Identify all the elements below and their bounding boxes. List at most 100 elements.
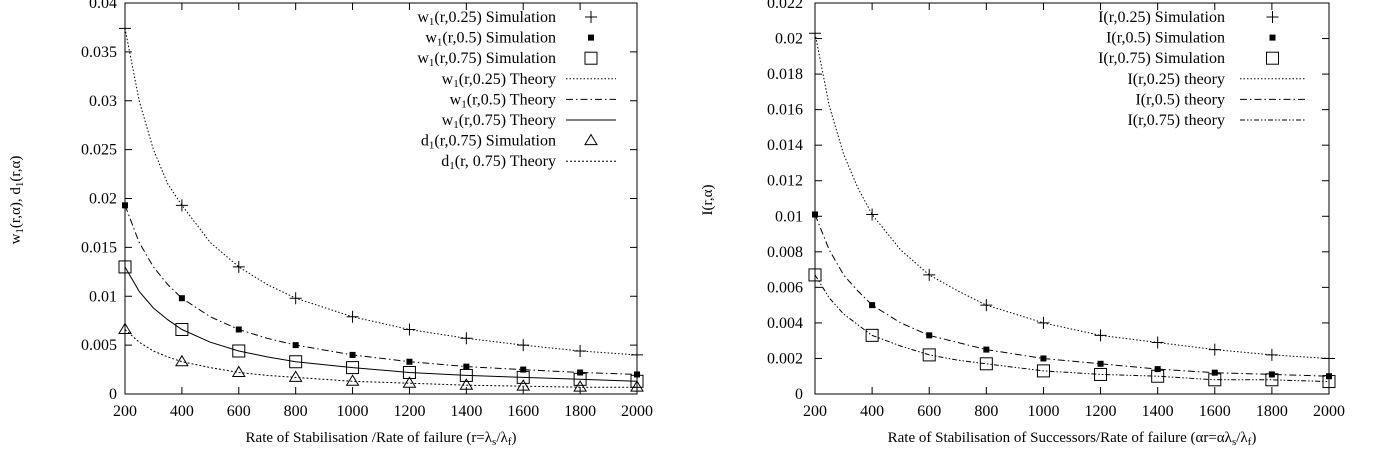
text-part: (r,α), d	[8, 187, 24, 228]
subscript: 1	[14, 182, 26, 188]
x-tick-label: 1800	[1256, 403, 1288, 420]
legend-label: I(r,0.5) Simulation	[1106, 30, 1225, 47]
subscript: 1	[429, 139, 435, 151]
text-part: d	[441, 153, 449, 170]
data-point	[520, 366, 527, 373]
legend-label: I(r,0.75) Simulation	[1098, 50, 1225, 67]
x-axis-label: Rate of Stabilisation of Successors/Rate…	[888, 430, 1257, 448]
data-point	[288, 370, 303, 382]
series-3	[124, 28, 638, 356]
x-tick-label: 400	[170, 403, 194, 420]
data-point	[573, 380, 587, 392]
data-point	[516, 379, 531, 391]
data-point	[630, 380, 644, 392]
data-point	[402, 376, 417, 388]
plot-frame	[124, 2, 638, 395]
y-tick-label: 0.006	[767, 279, 803, 296]
text-part: )	[511, 430, 516, 446]
data-point	[403, 323, 416, 336]
data-point	[175, 354, 189, 367]
subscript: s	[492, 436, 496, 448]
text-part: /λ	[1236, 430, 1248, 446]
subscript: 1	[449, 160, 455, 172]
x-tick-label: 1400	[1142, 403, 1174, 420]
text-part: (r, 0.75) Theory	[455, 153, 556, 170]
series-line	[124, 329, 637, 388]
subscript: f	[508, 436, 512, 448]
text-part: w	[442, 71, 454, 88]
legend-label: I(r,0.25) theory	[1127, 71, 1225, 88]
data-point	[869, 302, 876, 309]
series-line	[124, 266, 638, 382]
data-point	[459, 378, 474, 390]
x-tick-label: 1200	[393, 403, 425, 420]
y-tick-label: 0.035	[81, 44, 117, 61]
data-point	[232, 344, 246, 358]
legend-label: I(r,0.5) theory	[1135, 91, 1225, 108]
text-part: w	[417, 9, 429, 26]
y-tick-label: 0.005	[81, 337, 117, 354]
x-tick-label: 800	[284, 403, 308, 420]
x-tick-label: 1400	[450, 403, 482, 420]
subscript: f	[1248, 436, 1252, 448]
series-2	[118, 260, 644, 388]
data-point	[812, 211, 818, 218]
data-point	[577, 369, 584, 376]
data-point	[1211, 369, 1218, 376]
series-4	[814, 214, 1330, 377]
x-tick-label: 600	[917, 403, 941, 420]
x-tick-label: 2000	[621, 403, 653, 420]
data-point	[289, 355, 303, 369]
text-part: (r,0.75) Theory	[459, 112, 556, 129]
y-tick-label: 0.008	[767, 244, 803, 261]
legend-label: d1(r, 0.75) Theory	[441, 153, 556, 172]
series-line	[124, 205, 638, 375]
y-tick-label: 0.022	[767, 0, 803, 12]
y-tick-label: 0.02	[89, 191, 117, 208]
y-axis-label: I(r,α)	[700, 185, 716, 216]
subscript: 1	[429, 16, 435, 28]
text-part: I(r,0.25) Simulation	[1098, 9, 1225, 26]
legend-label: w1(r,0.5) Theory	[450, 91, 556, 110]
series-7	[124, 329, 637, 388]
text-part: Rate of Stabilisation of Successors/Rate…	[888, 430, 1233, 446]
text-part: /λ	[496, 430, 508, 446]
data-point	[1154, 366, 1161, 373]
text-part: I(r,0.75) Simulation	[1098, 50, 1225, 67]
x-axis-label: Rate of Stabilisation /Rate of failure (…	[246, 430, 517, 448]
series-0	[809, 27, 1335, 365]
y-tick-label: 0.015	[81, 239, 117, 256]
text-part: (r,α)	[8, 156, 24, 182]
text-part: w	[442, 112, 454, 129]
text-part: I(r,α)	[700, 185, 716, 216]
series-5	[814, 274, 1330, 383]
data-point	[1097, 360, 1104, 367]
text-part: w	[450, 91, 462, 108]
series-3	[814, 33, 1330, 359]
data-point	[866, 208, 879, 221]
x-tick-label: 400	[860, 403, 884, 420]
x-tick-label: 2000	[1313, 403, 1345, 420]
text-part: w	[8, 233, 24, 244]
x-tick-label: 200	[113, 403, 137, 420]
y-tick-label: 0.01	[89, 288, 117, 305]
y-tick-label: 0	[795, 386, 803, 403]
series-4	[124, 205, 638, 375]
legend-label: w1(r,0.25) Simulation	[417, 9, 556, 28]
y-tick-label: 0	[109, 386, 117, 403]
y-tick-label: 0.03	[89, 93, 117, 110]
data-point	[1268, 371, 1275, 378]
text-part: (r,0.5) Theory	[467, 91, 556, 108]
series-1	[122, 202, 640, 378]
legend-label: I(r,0.25) Simulation	[1098, 9, 1225, 26]
legend-marker	[584, 51, 598, 65]
data-point	[865, 328, 879, 342]
legend-label: w1(r,0.5) Simulation	[425, 30, 556, 49]
y-tick-label: 0.004	[767, 315, 803, 332]
data-point	[1326, 373, 1332, 380]
legend-marker	[585, 11, 597, 23]
data-point	[175, 322, 189, 336]
data-point	[1094, 367, 1108, 381]
data-point	[1094, 329, 1107, 342]
text-part: Rate of Stabilisation /Rate of failure (…	[246, 430, 493, 446]
